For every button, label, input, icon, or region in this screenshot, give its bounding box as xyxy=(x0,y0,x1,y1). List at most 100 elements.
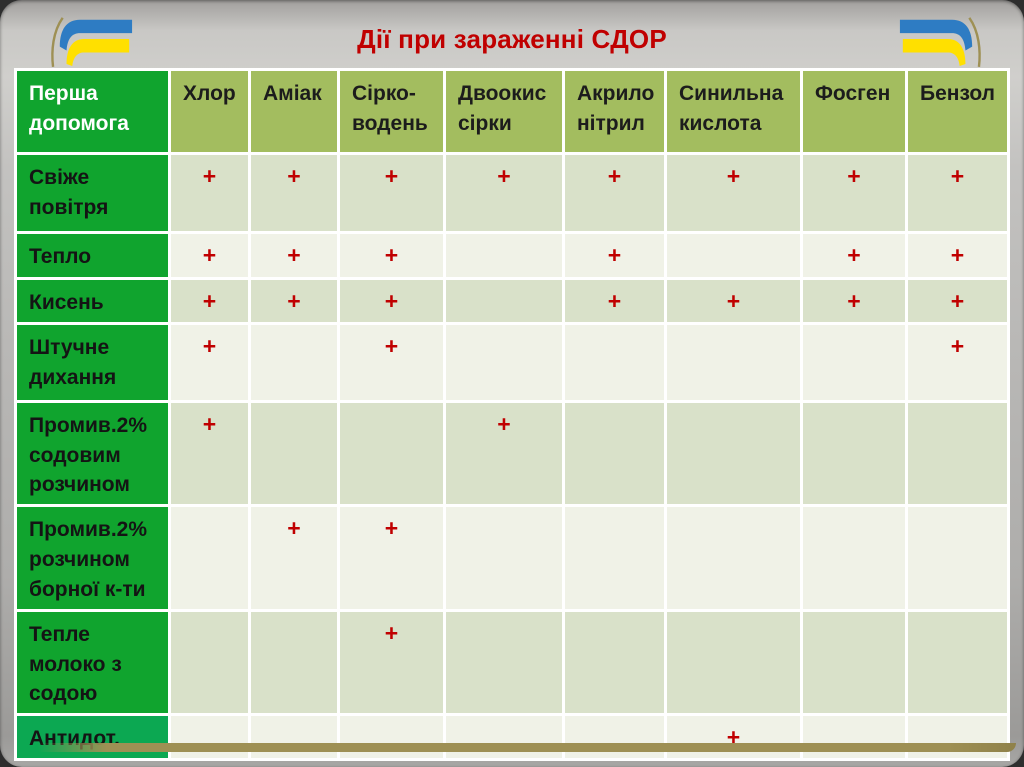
mark-cell: + xyxy=(248,152,340,234)
mark-cell: + xyxy=(168,321,251,403)
empty-cell xyxy=(562,399,667,508)
plus-mark: + xyxy=(384,619,399,646)
mark-cell: + xyxy=(562,277,667,325)
plus-mark: + xyxy=(950,288,965,314)
table-row: Антидот. + xyxy=(14,713,1010,761)
flag-blue-stripe xyxy=(59,19,133,51)
row-label: Тепло xyxy=(14,231,171,280)
empty-cell xyxy=(800,608,908,717)
mark-cell: + xyxy=(443,399,565,508)
mark-cell: + xyxy=(168,277,251,325)
mark-cell: + xyxy=(168,399,251,508)
empty-cell xyxy=(443,277,565,325)
empty-cell xyxy=(248,713,340,761)
first-aid-table: Перша допомога Хлор Аміак Сірко-водень Двоок… xyxy=(14,68,1010,761)
plus-mark: + xyxy=(607,242,622,268)
plus-mark: + xyxy=(202,242,217,268)
empty-cell xyxy=(168,608,251,717)
empty-cell xyxy=(337,713,446,761)
mark-cell: + xyxy=(562,152,667,234)
plus-mark: + xyxy=(847,163,861,189)
column-header: Бензол xyxy=(905,68,1010,155)
mark-cell: + xyxy=(337,608,446,717)
mark-cell: + xyxy=(168,231,251,280)
empty-cell xyxy=(800,321,908,403)
empty-cell xyxy=(337,399,446,508)
empty-cell xyxy=(168,713,251,761)
plus-mark: + xyxy=(950,242,965,268)
table-row: Свіже повітря + + + + + + + + xyxy=(14,152,1010,234)
column-header: Сірко-водень xyxy=(337,68,446,155)
mark-cell: + xyxy=(664,713,803,761)
plus-mark: + xyxy=(847,288,861,314)
mark-cell: + xyxy=(337,231,446,280)
row-label: Промив.2% розчином борної к-ти xyxy=(14,504,171,612)
row-label: Промив.2% содовим розчином xyxy=(14,399,171,508)
slide-title: Дії при зараженні СДОР xyxy=(357,24,667,54)
column-header: Фосген xyxy=(800,68,908,155)
plus-mark: + xyxy=(726,724,741,751)
table-row: Штучне дихання + + + xyxy=(14,321,1010,403)
empty-cell xyxy=(562,608,667,717)
plus-mark: + xyxy=(287,242,301,268)
plus-mark: + xyxy=(202,288,217,314)
mark-cell: + xyxy=(905,321,1010,403)
table-row: Тепло + + + + + + xyxy=(14,231,1010,280)
flag-pole xyxy=(968,17,981,68)
table-row: Кисень + + + + + + + xyxy=(14,277,1010,325)
empty-cell xyxy=(800,504,908,612)
plus-mark: + xyxy=(726,163,741,189)
empty-cell xyxy=(443,231,565,280)
mark-cell: + xyxy=(248,231,340,280)
mark-cell: + xyxy=(337,504,446,612)
plus-mark: + xyxy=(202,332,217,359)
empty-cell xyxy=(248,321,340,403)
empty-cell xyxy=(248,399,340,508)
empty-cell xyxy=(443,504,565,612)
ukraine-flag-icon xyxy=(51,17,133,68)
empty-cell xyxy=(664,504,803,612)
column-header: Синильна кислота xyxy=(664,68,803,155)
plus-mark: + xyxy=(950,332,965,359)
empty-cell xyxy=(664,608,803,717)
plus-mark: + xyxy=(847,242,861,268)
empty-cell xyxy=(168,504,251,612)
mark-cell: + xyxy=(800,152,908,234)
empty-cell xyxy=(905,399,1010,508)
empty-cell xyxy=(443,608,565,717)
flag-pole xyxy=(51,17,64,68)
mark-cell: + xyxy=(562,231,667,280)
corner-header: Перша допомога xyxy=(14,68,171,155)
table-row: Тепле молоко з содою + xyxy=(14,608,1010,717)
row-label: Кисень xyxy=(14,277,171,325)
table-row: Промив.2% содовим розчином + + xyxy=(14,399,1010,508)
row-label: Тепле молоко з содою xyxy=(14,608,171,717)
table-row: Промив.2% розчином борної к-ти + + xyxy=(14,504,1010,612)
column-header: Двоокис сірки xyxy=(443,68,565,155)
mark-cell: + xyxy=(337,152,446,234)
plus-mark: + xyxy=(607,288,622,314)
plus-mark: + xyxy=(607,163,622,189)
empty-cell xyxy=(800,399,908,508)
ukraine-flag-icon xyxy=(899,17,981,68)
empty-cell xyxy=(664,321,803,403)
plus-mark: + xyxy=(497,410,511,437)
decorative-gold-bar xyxy=(38,743,1016,752)
plus-mark: + xyxy=(726,288,741,314)
empty-cell xyxy=(562,713,667,761)
row-label: Свіже повітря xyxy=(14,152,171,234)
plus-mark: + xyxy=(497,163,511,189)
mark-cell: + xyxy=(337,321,446,403)
column-header: Акрило нітрил xyxy=(562,68,667,155)
plus-mark: + xyxy=(384,515,399,542)
plus-mark: + xyxy=(287,288,301,314)
flag-yellow-stripe xyxy=(66,38,130,66)
empty-cell xyxy=(562,321,667,403)
column-header: Хлор xyxy=(168,68,251,155)
plus-mark: + xyxy=(384,163,399,189)
mark-cell: + xyxy=(800,231,908,280)
plus-mark: + xyxy=(384,288,399,314)
mark-cell: + xyxy=(337,277,446,325)
plus-mark: + xyxy=(287,163,301,189)
